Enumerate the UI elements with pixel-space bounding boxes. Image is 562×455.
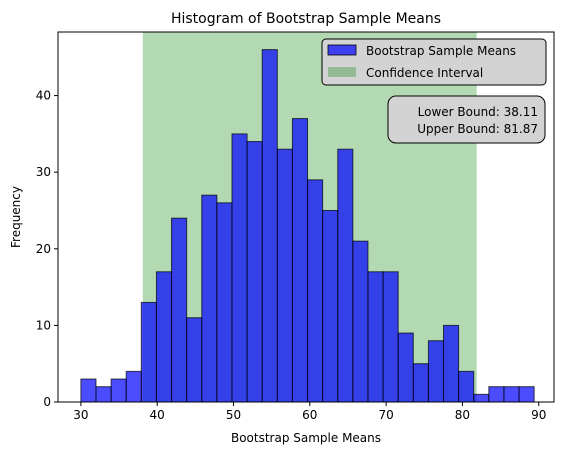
histogram-bar <box>322 209 339 403</box>
histogram-bar <box>216 202 233 403</box>
y-axis-label: Frequency <box>9 186 23 248</box>
histogram-bar <box>488 386 505 403</box>
histogram-bar <box>276 148 293 403</box>
histogram-bar <box>382 271 399 403</box>
histogram-bar <box>291 118 309 403</box>
histogram-bar <box>80 378 97 403</box>
histogram-bar <box>397 332 414 403</box>
histogram-bar <box>125 370 142 403</box>
histogram-bar <box>155 271 173 403</box>
lower-bound-text: Lower Bound: 38.11 <box>418 105 538 119</box>
histogram-bar <box>95 386 112 403</box>
histogram-bar <box>231 133 248 403</box>
histogram-bar <box>443 324 460 403</box>
y-tick-label: 0 <box>43 395 51 409</box>
x-tick-label: 30 <box>73 408 88 422</box>
legend-label-confidence: Confidence Interval <box>366 66 483 80</box>
histogram-bar <box>503 386 520 403</box>
legend-swatch-confidence <box>328 67 356 77</box>
legend-label-bootstrap: Bootstrap Sample Means <box>366 44 516 58</box>
histogram-bar <box>307 179 324 403</box>
x-tick-label: 70 <box>378 408 393 422</box>
histogram-bar <box>337 148 354 403</box>
histogram-bar <box>352 240 369 403</box>
x-tick-label: 60 <box>302 408 317 422</box>
histogram-bar <box>518 386 535 403</box>
histogram-bar <box>140 301 157 403</box>
legend-box <box>321 38 547 86</box>
histogram-bar <box>412 363 429 403</box>
histogram-bar <box>261 49 278 403</box>
annotation-box <box>387 95 546 144</box>
plot-frame <box>57 31 555 403</box>
histogram-bar <box>186 317 203 403</box>
histogram-bar <box>427 340 445 403</box>
x-tick-label: 40 <box>150 408 165 422</box>
bounds-annotation: Lower Bound: 38.11 Upper Bound: 81.87 <box>387 95 546 144</box>
histogram-bar <box>473 393 490 403</box>
legend-swatch-bootstrap <box>327 44 357 56</box>
x-axis-label: Bootstrap Sample Means <box>231 431 381 445</box>
histogram-bar <box>110 378 127 403</box>
y-tick-label: 20 <box>36 242 51 256</box>
upper-bound-text: Upper Bound: 81.87 <box>417 122 538 136</box>
histogram-bar <box>171 217 188 403</box>
y-tick-label: 40 <box>36 89 51 103</box>
histogram-bar <box>458 370 475 403</box>
histogram-bar <box>367 271 384 403</box>
x-tick-label: 90 <box>531 408 546 422</box>
x-tick-label: 50 <box>226 408 241 422</box>
histogram-bar <box>201 194 218 403</box>
y-tick-label: 30 <box>36 165 51 179</box>
histogram-bar <box>246 141 263 403</box>
y-tick-label: 10 <box>36 318 51 332</box>
x-tick-label: 80 <box>455 408 470 422</box>
chart-title: Histogram of Bootstrap Sample Means <box>171 11 441 27</box>
legend: Bootstrap Sample Means Confidence Interv… <box>321 38 547 86</box>
